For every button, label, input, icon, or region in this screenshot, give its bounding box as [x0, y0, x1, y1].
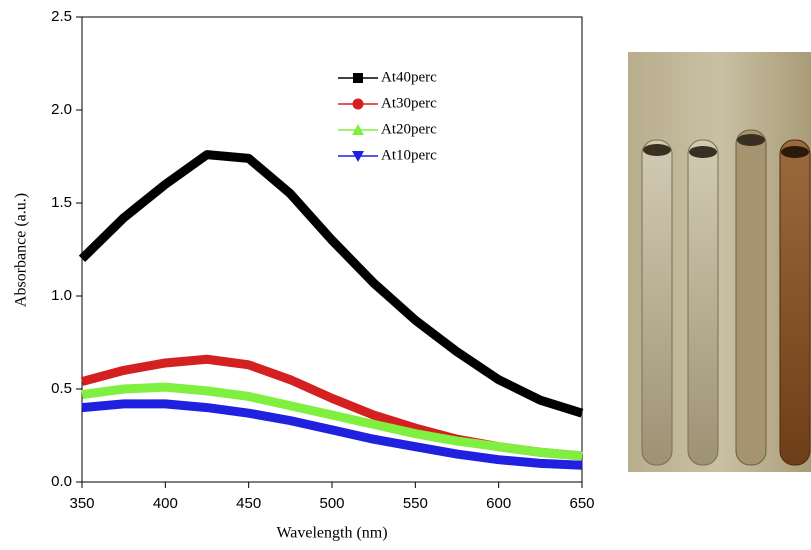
legend-label: At20perc — [381, 121, 437, 137]
meniscus — [689, 146, 717, 158]
data-line — [81, 382, 583, 461]
x-tick-label: 350 — [69, 495, 94, 512]
legend-label: At10perc — [381, 147, 437, 163]
y-tick-label: 2.5 — [51, 8, 72, 25]
y-tick-label: 1.5 — [51, 194, 72, 211]
y-axis-title: Absorbance (a.u.) — [13, 193, 30, 307]
y-tick-label: 0.5 — [51, 380, 72, 397]
legend-marker — [352, 98, 364, 110]
x-axis-title: Wavelength (nm) — [276, 525, 387, 542]
data-line — [78, 150, 584, 418]
x-tick-label: 400 — [153, 495, 178, 512]
tube — [735, 129, 767, 466]
meniscus — [737, 134, 765, 146]
meniscus — [781, 146, 809, 158]
x-tick-label: 500 — [319, 495, 344, 512]
x-tick-label: 650 — [569, 495, 594, 512]
data-line — [81, 399, 583, 470]
tube — [687, 139, 719, 466]
legend-marker — [352, 151, 364, 162]
y-tick-label: 0.0 — [51, 473, 72, 490]
photo — [628, 52, 811, 472]
x-tick-label: 600 — [486, 495, 511, 512]
y-tick-label: 1.0 — [51, 287, 72, 304]
meniscus — [643, 144, 671, 156]
legend-label: At40perc — [381, 69, 437, 85]
x-tick-label: 450 — [236, 495, 261, 512]
legend-marker — [352, 124, 364, 135]
legend-marker — [353, 73, 363, 83]
x-tick-label: 550 — [403, 495, 428, 512]
tube — [779, 139, 811, 466]
y-tick-label: 2.0 — [51, 101, 72, 118]
legend-label: At30perc — [381, 95, 437, 111]
tube — [641, 139, 673, 466]
